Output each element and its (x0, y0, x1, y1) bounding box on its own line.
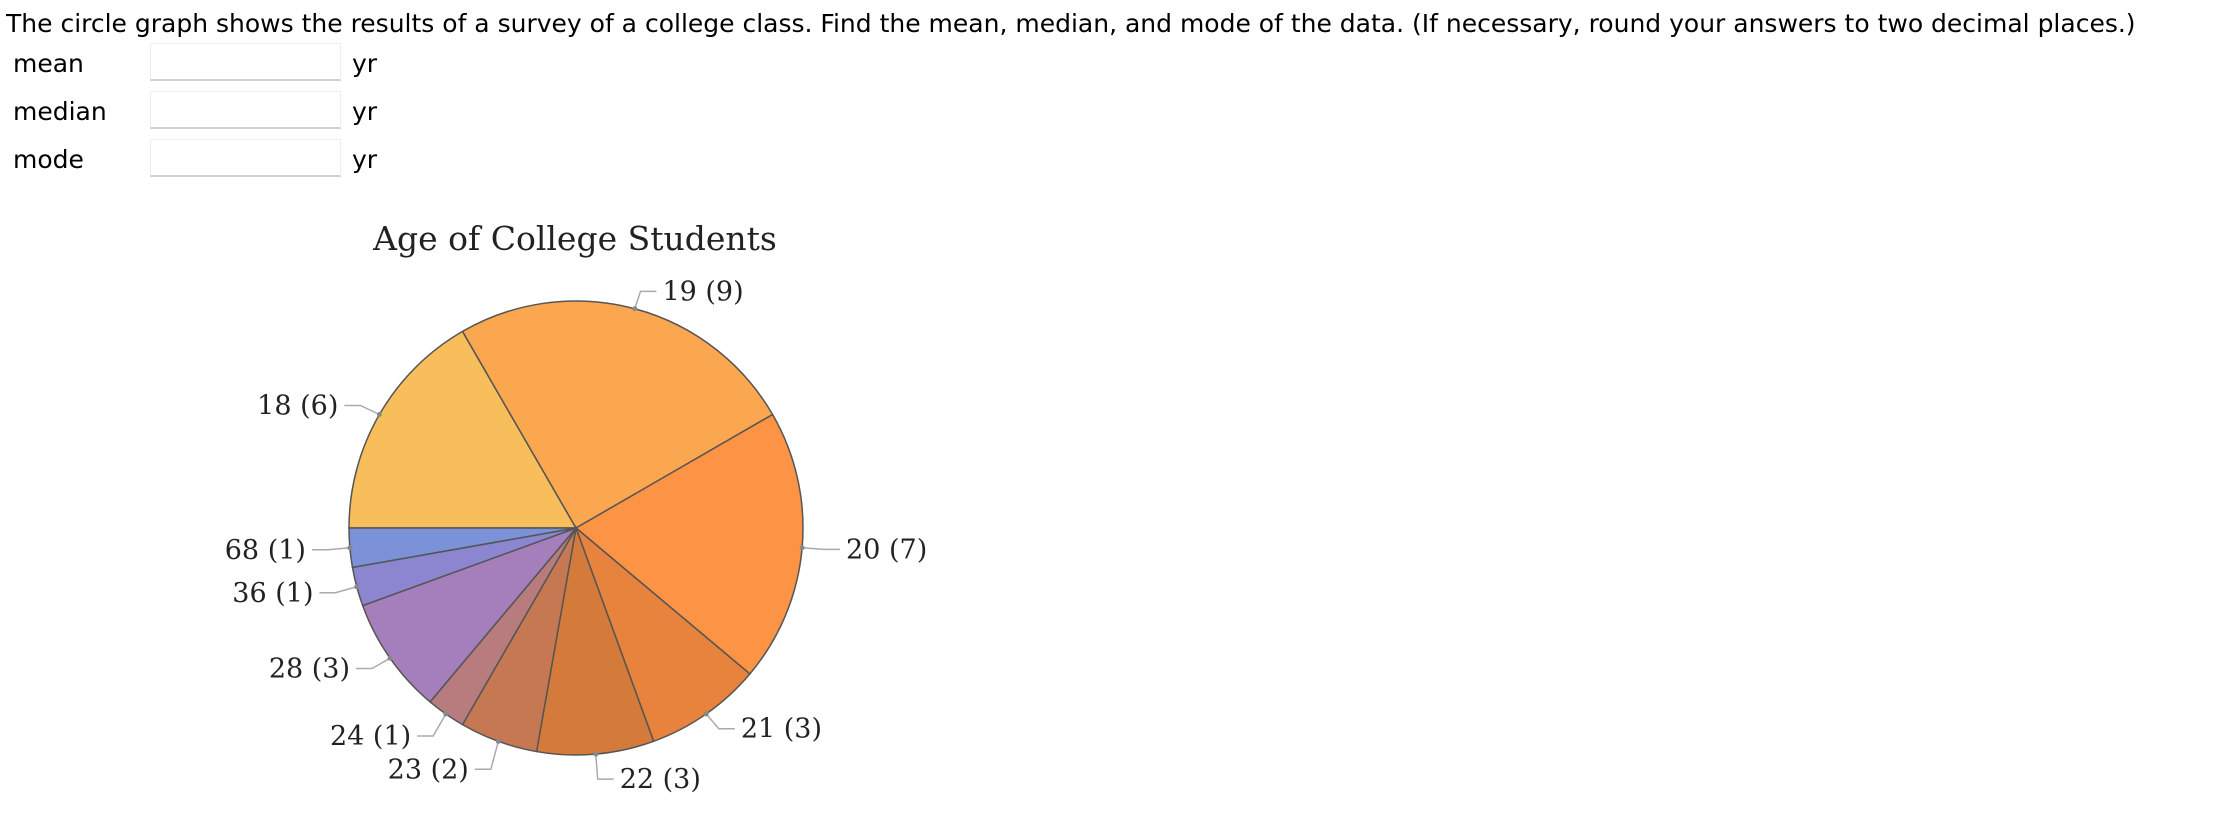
leader-line-age-36 (319, 586, 357, 594)
chart-title: Age of College Students (372, 219, 777, 258)
slice-label-age-18: 18 (6) (257, 391, 338, 422)
slice-label-age-20: 20 (7) (846, 534, 927, 565)
mode-answer-row: mode yr (0, 139, 500, 179)
mode-label: mode (13, 145, 84, 174)
slice-label-age-36: 36 (1) (232, 578, 313, 609)
leader-line-age-20 (802, 547, 841, 551)
slice-label-age-28: 28 (3) (269, 654, 350, 685)
leader-dot-age-68 (347, 545, 353, 551)
leader-dot-age-18 (376, 412, 382, 417)
leader-line-age-18 (344, 404, 380, 416)
leader-dot-age-22 (593, 751, 599, 757)
slice-label-age-68: 68 (1) (225, 535, 306, 566)
leader-dot-age-23 (495, 738, 501, 744)
question-text: The circle graph shows the results of a … (6, 9, 2136, 38)
median-input[interactable] (150, 91, 341, 129)
mean-unit: yr (352, 49, 378, 78)
leader-dot-age-36 (354, 584, 360, 590)
leader-line-age-23 (474, 741, 500, 771)
leader-dot-age-24 (443, 711, 449, 717)
leader-line-age-68 (311, 547, 350, 551)
leader-line-age-24 (417, 713, 447, 737)
mean-label: mean (13, 49, 84, 78)
leader-dot-age-19 (632, 306, 638, 312)
age-pie-chart: Age of College Students 18 (6) 19 (9) 20 (… (225, 219, 927, 795)
slice-label-age-22: 22 (3) (620, 764, 701, 795)
mean-input[interactable] (150, 43, 341, 81)
mean-answer-row: mean yr (0, 43, 500, 83)
slice-label-age-23: 23 (2) (388, 754, 469, 785)
pie-slices (348, 300, 804, 756)
slice-label-age-19: 19 (9) (662, 276, 743, 307)
leader-line-age-21 (705, 713, 735, 730)
leader-line-age-22 (595, 754, 614, 780)
slice-label-age-24: 24 (1) (330, 721, 411, 752)
leader-line-age-28 (356, 657, 391, 670)
median-label: median (13, 97, 107, 126)
leader-dot-age-28 (387, 655, 393, 661)
leader-dot-age-21 (703, 711, 709, 717)
mode-input[interactable] (150, 139, 341, 177)
mode-unit: yr (352, 145, 378, 174)
median-answer-row: median yr (0, 91, 500, 131)
slice-label-age-21: 21 (3) (741, 714, 822, 745)
leader-dot-age-20 (799, 545, 805, 551)
leader-line-age-19 (634, 290, 657, 309)
pie-labels: 18 (6) 19 (9) 20 (7) 21 (3) 22 (3) 23 (2)24 (… (225, 276, 927, 795)
median-unit: yr (352, 97, 378, 126)
